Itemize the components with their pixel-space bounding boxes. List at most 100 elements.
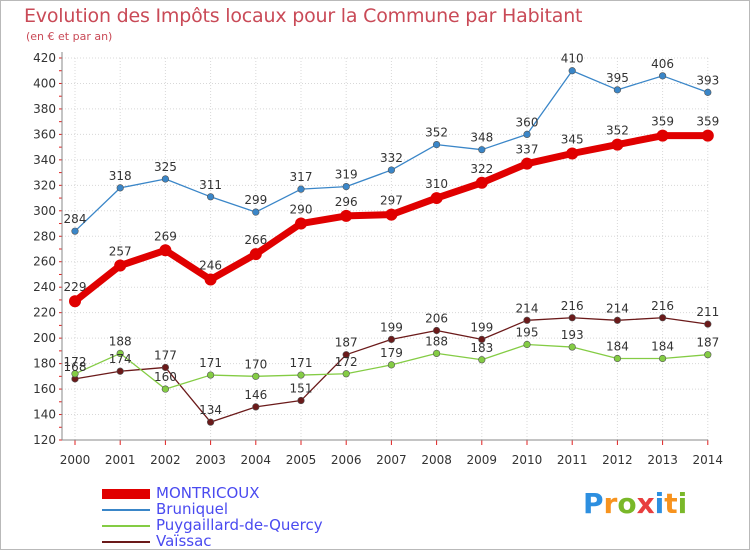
- data-point: [430, 192, 443, 205]
- series-lines: [69, 67, 714, 426]
- data-point: [523, 340, 531, 349]
- logo-letter: x: [636, 487, 655, 520]
- data-label: 229: [64, 280, 87, 294]
- logo-letter: r: [603, 487, 618, 520]
- data-label: 172: [64, 355, 87, 369]
- y-tick-label: 300: [33, 204, 56, 218]
- data-point: [478, 356, 486, 364]
- data-point: [71, 370, 79, 378]
- data-label: 199: [380, 320, 403, 334]
- axes: 120 140 160 180 200 220 240 260 280 300 320 340 360 3…: [33, 51, 723, 467]
- data-point: [611, 138, 624, 151]
- data-point: [161, 385, 169, 393]
- data-point: [159, 244, 172, 257]
- data-label: 352: [606, 124, 629, 138]
- y-tick-label: 200: [33, 331, 56, 345]
- data-point: [297, 396, 305, 405]
- data-point: [116, 184, 124, 192]
- y-tick-label: 260: [33, 255, 56, 269]
- data-point: [523, 130, 531, 138]
- data-point: [342, 183, 350, 191]
- data-label: 195: [516, 326, 539, 340]
- data-label: 187: [696, 336, 719, 350]
- data-label: 284: [64, 212, 87, 226]
- data-label: 297: [380, 194, 403, 208]
- data-point: [252, 403, 260, 411]
- data-point: [387, 361, 396, 369]
- logo-letter: t: [664, 487, 678, 520]
- data-point: [387, 166, 396, 174]
- legend-swatch-vaissac: [102, 541, 150, 543]
- data-label: 177: [154, 348, 177, 362]
- legend-swatch-bruniquel: [102, 509, 150, 511]
- data-point: [204, 273, 217, 286]
- chart-title: Evolution des Impôts locaux pour la Comm…: [24, 5, 583, 27]
- x-tick-label: 2004: [241, 453, 272, 467]
- data-label: 348: [470, 131, 493, 145]
- data-point: [433, 326, 441, 335]
- data-label: 359: [696, 115, 719, 129]
- legend-swatch-puygaillard: [102, 525, 150, 527]
- data-point: [658, 72, 667, 80]
- data-point: [340, 209, 353, 222]
- y-tick-label: 160: [33, 382, 56, 396]
- data-label: 187: [335, 336, 358, 350]
- data-point: [342, 370, 350, 378]
- data-point: [433, 349, 441, 358]
- data-point: [69, 295, 81, 308]
- data-point: [701, 129, 714, 142]
- data-label: 359: [651, 115, 674, 129]
- data-point: [475, 176, 488, 189]
- data-label: 246: [199, 259, 222, 273]
- data-point: [342, 351, 350, 359]
- y-tick-label: 320: [33, 178, 56, 192]
- data-point: [568, 343, 576, 351]
- y-tick-label: 400: [33, 76, 56, 90]
- x-tick-label: 2009: [467, 453, 498, 467]
- data-label: 188: [109, 334, 132, 348]
- data-label: 184: [606, 340, 629, 354]
- data-point: [523, 316, 531, 324]
- data-label: 406: [651, 57, 674, 71]
- logo-letter: i: [654, 487, 665, 520]
- data-point: [387, 335, 396, 344]
- data-point: [207, 418, 215, 426]
- y-tick-label: 140: [33, 408, 56, 422]
- data-label: 352: [425, 126, 448, 140]
- x-tick-label: 2001: [105, 453, 136, 467]
- data-label: 311: [199, 178, 222, 192]
- data-label: 216: [561, 299, 584, 313]
- x-tick-label: 2008: [421, 453, 452, 467]
- data-label: 410: [561, 52, 584, 66]
- data-label: 322: [470, 162, 493, 176]
- data-point: [658, 354, 667, 363]
- data-point: [478, 335, 486, 344]
- legend-label-montricoux: MONTRICOUX: [156, 484, 260, 502]
- data-label: 134: [199, 403, 222, 417]
- y-tick-label: 280: [33, 229, 56, 243]
- data-label: 172: [335, 355, 358, 369]
- data-label: 171: [290, 356, 313, 370]
- data-label: 183: [470, 341, 493, 355]
- data-label: 266: [244, 233, 267, 247]
- data-point: [249, 248, 262, 261]
- data-label: 199: [470, 320, 493, 334]
- data-label: 216: [651, 299, 674, 313]
- data-point: [252, 208, 260, 216]
- data-label: 310: [425, 177, 448, 191]
- y-tick-label: 120: [33, 433, 56, 447]
- data-point: [566, 147, 579, 160]
- data-point: [704, 320, 712, 328]
- data-point: [704, 351, 712, 359]
- data-point: [252, 372, 260, 380]
- proxiti-logo: Proxiti: [583, 487, 687, 520]
- data-label: 214: [516, 301, 539, 315]
- data-label: 151: [290, 382, 313, 396]
- data-labels: 168 174 177 134 146 151 187 199 206 199 214 216 214 2…: [64, 52, 720, 417]
- data-label: 179: [380, 346, 403, 360]
- x-tick-label: 2014: [693, 453, 724, 467]
- data-label: 393: [696, 73, 719, 87]
- data-label: 290: [290, 203, 313, 217]
- data-label: 257: [109, 245, 132, 259]
